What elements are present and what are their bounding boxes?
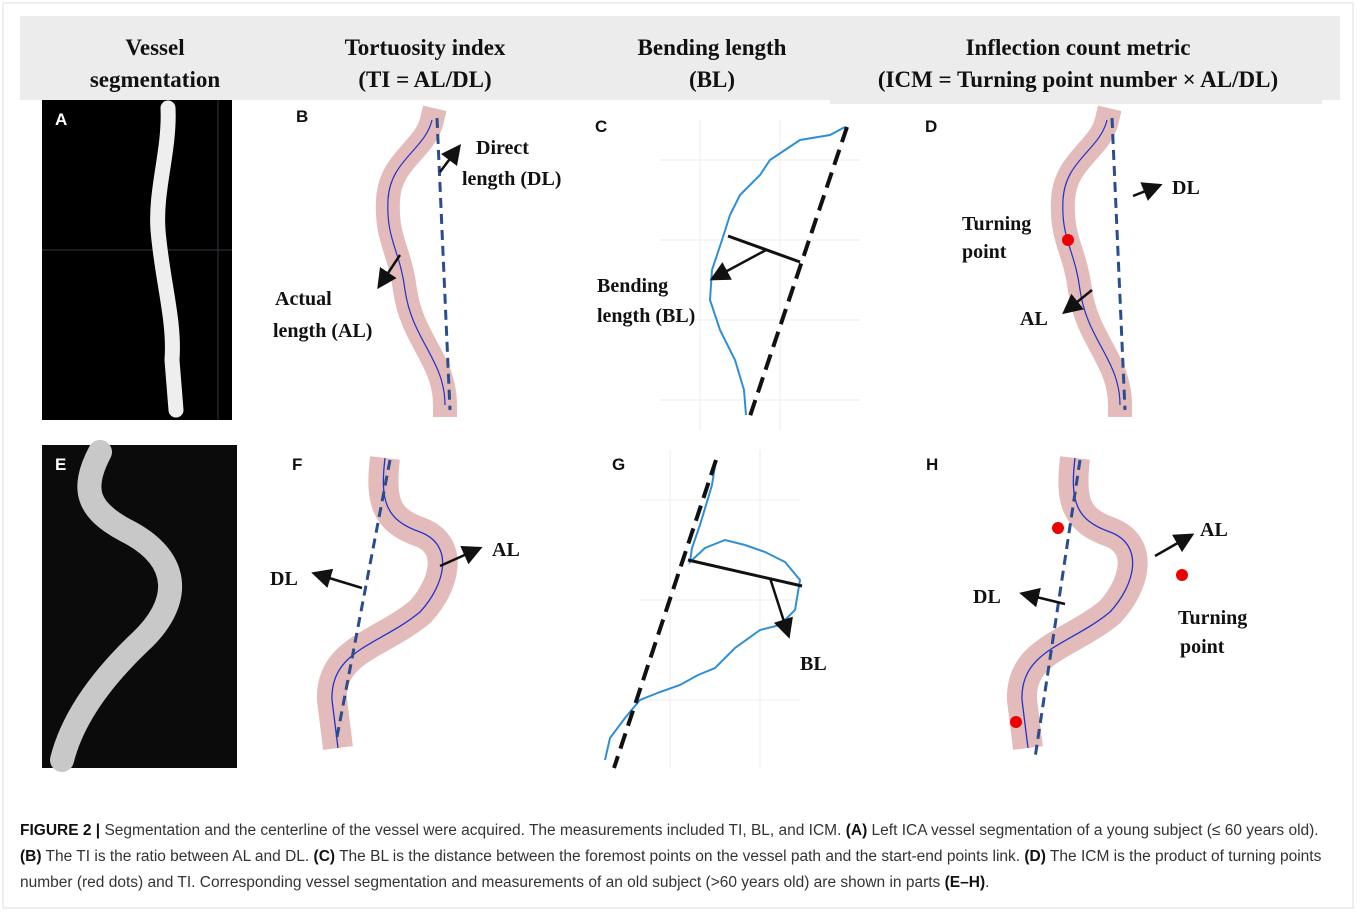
caption-text: FIGURE 2 | <box>20 822 101 839</box>
annotation: BL <box>800 653 827 675</box>
caption-text: . <box>985 874 990 891</box>
caption-text: The ICM is the product of turning points… <box>20 848 1322 891</box>
annotation: length (AL) <box>273 320 372 342</box>
annotation: point <box>962 241 1007 263</box>
panel-letter: A <box>55 110 67 129</box>
caption-text: Segmentation and the centerline of the v… <box>100 822 846 839</box>
panel-d: D DL Turning point AL <box>925 117 1200 410</box>
annotation: Turning <box>1178 607 1247 629</box>
panel-letter: F <box>292 455 302 474</box>
panel-letter: B <box>296 107 308 126</box>
annotation: DL <box>973 586 1001 608</box>
annotation: Bending <box>597 275 668 297</box>
annotation: DL <box>1172 177 1200 199</box>
caption-text: (E–H) <box>944 874 986 891</box>
annotation: Direct <box>476 137 529 159</box>
panel-h: H AL DL Turning point <box>926 455 1247 758</box>
header: (BL) <box>689 67 735 92</box>
annotation: AL <box>492 539 520 561</box>
annotation: Actual <box>275 288 332 310</box>
caption-text: (C) <box>313 848 336 865</box>
header: Bending length <box>638 35 787 60</box>
header: (ICM = Turning point number × AL/DL) <box>878 67 1278 92</box>
panel-f: F DL AL <box>270 455 520 748</box>
annotation: AL <box>1020 308 1048 330</box>
panel-c: C Bending length (BL) <box>595 117 860 430</box>
annotation: point <box>1180 636 1225 658</box>
panel-letter: D <box>925 117 937 136</box>
panel-g: G BL <box>604 450 827 769</box>
caption-text: (D) <box>1024 848 1046 865</box>
annotation: length (BL) <box>597 305 695 327</box>
caption: FIGURE 2 | Segmentation and the centerli… <box>20 818 1340 896</box>
header: Inflection count metric <box>966 35 1191 60</box>
header: Tortuosity index <box>345 35 506 60</box>
annotation: length (DL) <box>462 168 561 190</box>
panel-letter: H <box>926 455 938 474</box>
panel-letter: G <box>612 455 625 474</box>
caption-text: (A) <box>845 822 868 839</box>
panel-b: B Direct length (DL) Actual length (AL) <box>273 107 561 410</box>
panel-letter: E <box>55 455 66 474</box>
panel-e: E <box>42 440 237 772</box>
annotation: AL <box>1200 519 1228 541</box>
annotation: Turning <box>962 213 1031 235</box>
panel-a: A <box>42 100 232 420</box>
panel-letter: C <box>595 117 607 136</box>
header: (TI = AL/DL) <box>358 67 491 92</box>
annotation: DL <box>270 568 298 590</box>
header: Vessel <box>125 35 184 60</box>
header-band <box>830 16 1322 104</box>
caption-text: The TI is the ratio between AL and DL. <box>41 848 314 865</box>
caption-text: Left ICA vessel segmentation of a young … <box>867 822 1319 839</box>
caption-text: The BL is the distance between the forem… <box>335 848 1025 865</box>
caption-text: (B) <box>20 848 42 865</box>
header: segmentation <box>90 67 221 92</box>
